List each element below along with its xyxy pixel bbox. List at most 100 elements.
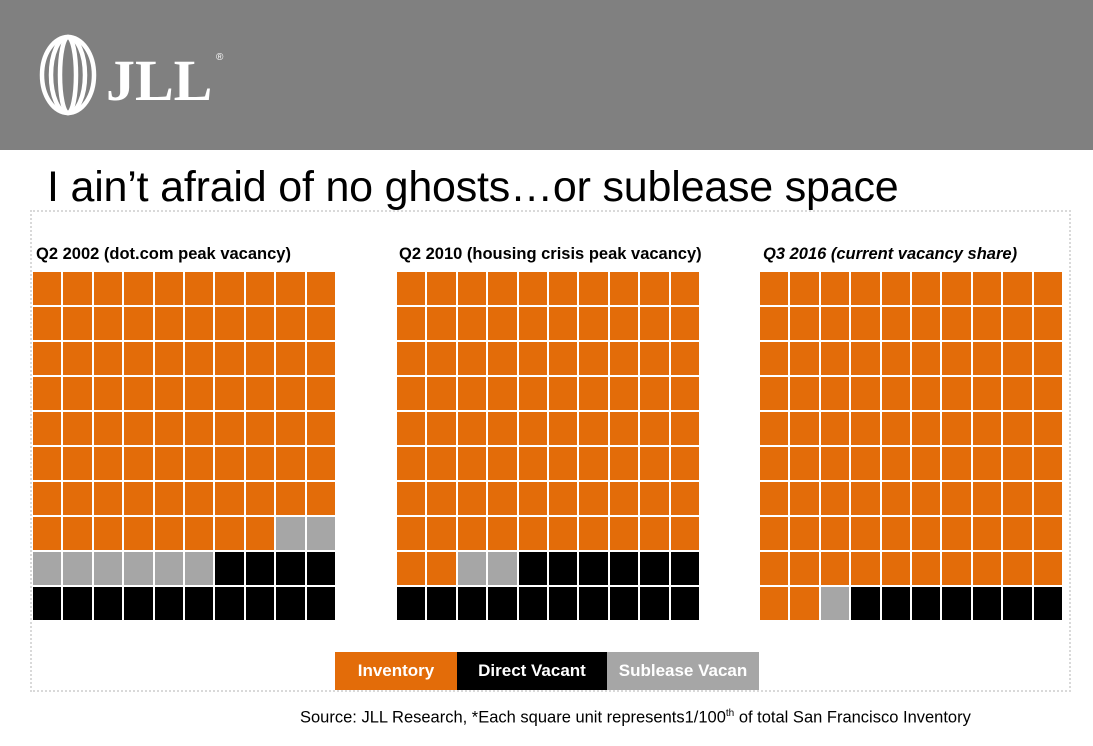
waffle-cell-inventory [488, 272, 517, 305]
waffle-cell-inventory [457, 412, 487, 445]
waffle-cell-direct-vacant [942, 587, 971, 620]
waffle-cell-inventory [518, 377, 547, 410]
waffle-cell-inventory [670, 517, 699, 550]
waffle-cell-inventory [215, 272, 244, 305]
legend-item-inventory: Inventory [335, 652, 457, 690]
waffle-cell-inventory [911, 517, 941, 550]
waffle-cell-inventory [1003, 482, 1032, 515]
waffle-cell-inventory [881, 342, 910, 375]
waffle-cell-inventory [488, 447, 517, 480]
waffle-cell-inventory [124, 482, 153, 515]
waffle-cell-inventory [215, 342, 244, 375]
waffle-cell-inventory [276, 342, 305, 375]
waffle-cell-inventory [579, 482, 608, 515]
waffle-cell-inventory [548, 307, 578, 340]
waffle-cell-inventory [427, 447, 456, 480]
source-text: Source: JLL Research, *Each square unit … [300, 708, 726, 727]
waffle-cell-inventory [184, 412, 214, 445]
waffle-cell-inventory [457, 517, 487, 550]
waffle-cell-inventory [579, 307, 608, 340]
waffle-cell-inventory [881, 272, 910, 305]
waffle-cell-inventory [609, 342, 639, 375]
waffle-cell-inventory [63, 272, 92, 305]
waffle-cell-inventory [457, 377, 487, 410]
waffle-cell-inventory [1033, 272, 1062, 305]
waffle-cell-inventory [245, 482, 275, 515]
waffle-cell-sublease-vacant [184, 552, 214, 585]
waffle-cell-sublease-vacant [276, 517, 305, 550]
waffle-cell-inventory [911, 377, 941, 410]
waffle-cell-inventory [518, 307, 547, 340]
waffle-cell-inventory [306, 412, 335, 445]
waffle-cell-direct-vacant [93, 587, 123, 620]
waffle-cell-direct-vacant [881, 587, 910, 620]
waffle-cell-inventory [457, 307, 487, 340]
waffle-cell-direct-vacant [911, 587, 941, 620]
waffle-cell-inventory [276, 447, 305, 480]
waffle-cell-direct-vacant [457, 587, 487, 620]
waffle-cell-inventory [124, 272, 153, 305]
waffle-cell-inventory [63, 482, 92, 515]
waffle-cell-direct-vacant [154, 587, 183, 620]
waffle-cell-inventory [276, 377, 305, 410]
waffle-cell-inventory [911, 552, 941, 585]
waffle-cell-inventory [33, 307, 62, 340]
waffle-cell-inventory [184, 447, 214, 480]
waffle-cell-direct-vacant [640, 552, 669, 585]
waffle-cell-inventory [579, 412, 608, 445]
waffle-cell-inventory [245, 447, 275, 480]
waffle-cell-inventory [548, 272, 578, 305]
source-superscript: th [725, 708, 735, 719]
dotted-guide-left [30, 210, 32, 692]
waffle-cell-inventory [397, 447, 426, 480]
waffle-cell-inventory [184, 272, 214, 305]
waffle-cell-direct-vacant [548, 587, 578, 620]
waffle-cell-inventory [124, 307, 153, 340]
waffle-cell-inventory [215, 482, 244, 515]
waffle-cell-direct-vacant [548, 552, 578, 585]
waffle-cell-inventory [760, 342, 789, 375]
waffle-cell-inventory [488, 412, 517, 445]
legend: Inventory Direct Vacant Sublease Vacan [335, 652, 759, 690]
waffle-cell-inventory [93, 412, 123, 445]
waffle-cell-inventory [457, 482, 487, 515]
waffle-cell-inventory [972, 447, 1002, 480]
waffle-cell-inventory [820, 377, 850, 410]
waffle-cell-direct-vacant [1003, 587, 1032, 620]
waffle-cell-inventory [640, 447, 669, 480]
waffle-cell-inventory [609, 412, 639, 445]
waffle-cell-inventory [820, 412, 850, 445]
waffle-cell-inventory [397, 307, 426, 340]
waffle-cell-inventory [881, 447, 910, 480]
waffle-cell-inventory [579, 342, 608, 375]
waffle-cell-inventory [518, 517, 547, 550]
waffle-cell-inventory [93, 377, 123, 410]
waffle-cell-inventory [972, 412, 1002, 445]
waffle-cell-inventory [427, 482, 456, 515]
waffle-cell-inventory [790, 377, 819, 410]
waffle-cell-inventory [790, 517, 819, 550]
logo-registered-mark: ® [216, 52, 224, 63]
dotted-guide-bottom [30, 690, 1071, 692]
waffle-cell-inventory [1003, 412, 1032, 445]
waffle-cell-direct-vacant [670, 552, 699, 585]
waffle-cell-inventory [760, 552, 789, 585]
waffle-cell-inventory [397, 272, 426, 305]
waffle-cell-inventory [215, 412, 244, 445]
waffle-cell-inventory [820, 482, 850, 515]
waffle-cell-inventory [518, 272, 547, 305]
waffle-cell-inventory [488, 377, 517, 410]
waffle-cell-inventory [33, 342, 62, 375]
waffle-cell-inventory [276, 482, 305, 515]
waffle-cell-direct-vacant [184, 587, 214, 620]
waffle-cell-direct-vacant [488, 587, 517, 620]
waffle-cell-inventory [640, 412, 669, 445]
waffle-chart-2010 [397, 272, 699, 620]
waffle-cell-direct-vacant [1033, 587, 1062, 620]
waffle-cell-inventory [154, 447, 183, 480]
waffle-cell-inventory [518, 412, 547, 445]
waffle-cell-inventory [63, 377, 92, 410]
waffle-cell-inventory [1033, 517, 1062, 550]
waffle-cell-inventory [1033, 552, 1062, 585]
waffle-cell-inventory [306, 377, 335, 410]
